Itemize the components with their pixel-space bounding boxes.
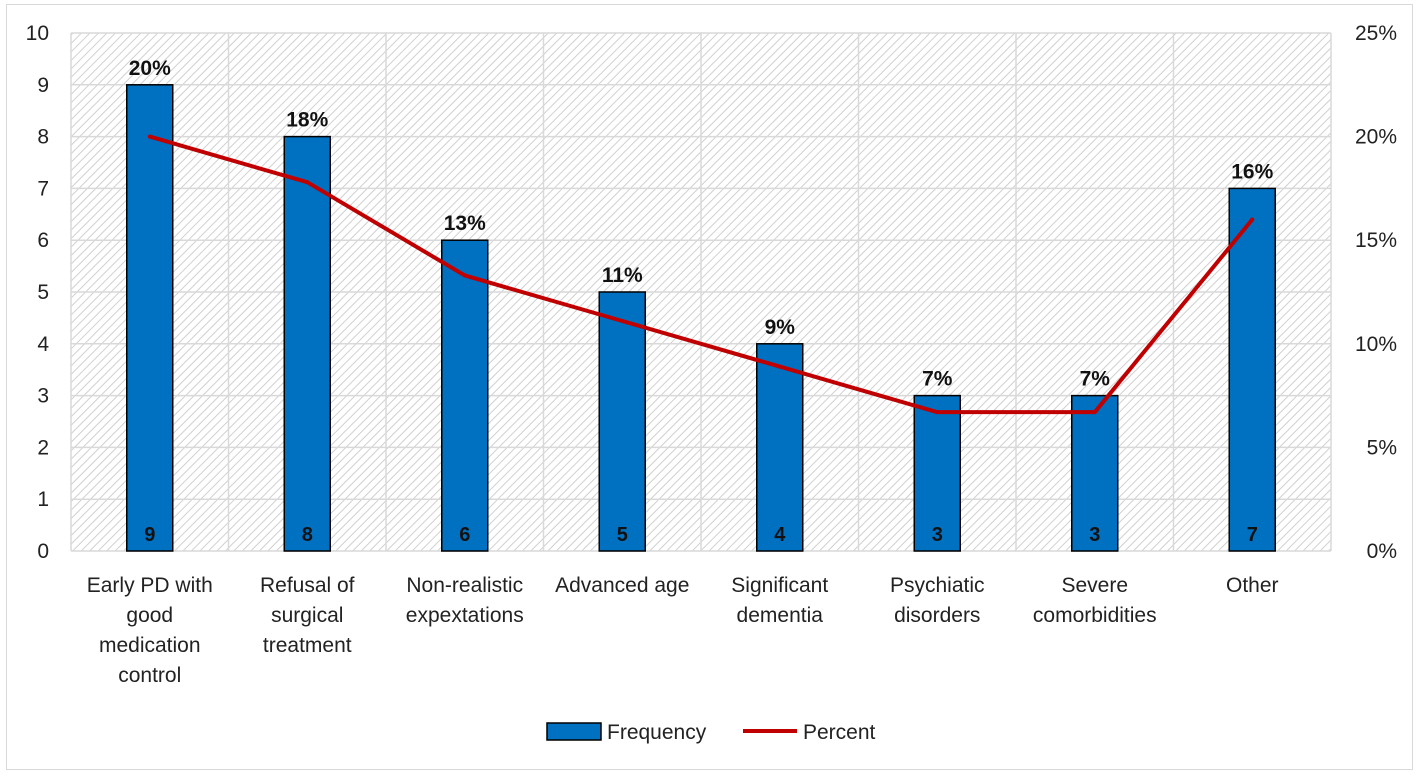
category-label: Significant dementia bbox=[731, 574, 828, 627]
left-tick-label: 0 bbox=[37, 540, 49, 563]
category-label: Early PD with good medication control bbox=[87, 574, 213, 687]
frequency-bar bbox=[913, 394, 961, 552]
left-tick-label: 4 bbox=[37, 333, 49, 356]
right-tick-label: 5% bbox=[1367, 436, 1397, 459]
frequency-bar bbox=[441, 239, 489, 552]
category-label: Severe comorbidities bbox=[1033, 574, 1157, 627]
frequency-bar bbox=[1071, 394, 1119, 552]
category-label-line: control bbox=[118, 664, 181, 687]
left-tick-label: 2 bbox=[37, 436, 49, 459]
left-tick-label: 7 bbox=[37, 177, 49, 200]
category-label-line: Refusal of bbox=[260, 574, 355, 597]
category-label: Refusal of surgical treatment bbox=[260, 574, 355, 657]
left-axis: 0 1 2 3 4 5 6 7 8 9 10 bbox=[26, 22, 50, 563]
percent-value-label: 18% bbox=[286, 109, 328, 132]
right-axis: 0% 5% 10% 15% 20% 25% bbox=[1355, 22, 1397, 563]
percent-point bbox=[462, 273, 467, 278]
frequency-value-label: 9 bbox=[144, 524, 155, 546]
category-label: Other bbox=[1226, 574, 1279, 597]
frequency-bar bbox=[126, 84, 174, 552]
frequency-bar bbox=[1228, 187, 1276, 552]
legend: Frequency Percent bbox=[546, 721, 876, 744]
frequency-bar bbox=[598, 291, 646, 552]
percent-value-label: 7% bbox=[922, 368, 953, 391]
category-label-line: Early PD with bbox=[87, 574, 213, 597]
percent-line-path bbox=[149, 134, 1254, 415]
category-label-line: Non-realistic bbox=[406, 574, 523, 597]
category-label-line: comorbidities bbox=[1033, 604, 1157, 627]
right-tick-label: 20% bbox=[1355, 126, 1397, 149]
category-label-line: Psychiatic bbox=[890, 574, 985, 597]
category-label-line: disorders bbox=[894, 604, 980, 627]
percent-value-label: 11% bbox=[602, 264, 643, 287]
percent-point bbox=[147, 134, 152, 139]
frequency-bar bbox=[283, 135, 331, 552]
percent-point bbox=[620, 319, 625, 324]
frequency-value-label: 4 bbox=[774, 524, 786, 546]
legend-frequency-label: Frequency bbox=[607, 721, 707, 744]
category-label-line: Advanced age bbox=[555, 574, 689, 597]
percent-value-label: 7% bbox=[1080, 368, 1111, 391]
legend-percent-label: Percent bbox=[803, 721, 876, 744]
category-label-line: Significant bbox=[731, 574, 828, 597]
chart-frame: 0 1 2 3 4 5 6 7 8 9 10 0% 5% 10% 15% 20% 25% 9 8 6 5 4 3 3 7 20… bbox=[6, 4, 1413, 770]
percent-point bbox=[305, 180, 310, 185]
category-label: Advanced age bbox=[555, 574, 689, 597]
frequency-value-label: 7 bbox=[1247, 524, 1258, 546]
percent-point bbox=[777, 364, 782, 369]
left-tick-label: 6 bbox=[37, 229, 49, 252]
legend-frequency-swatch bbox=[546, 722, 602, 741]
right-tick-label: 25% bbox=[1355, 22, 1397, 45]
frequency-value-label: 8 bbox=[302, 524, 313, 546]
percent-value-label: 9% bbox=[765, 316, 796, 339]
category-label-line: dementia bbox=[737, 604, 824, 627]
category-label-line: treatment bbox=[263, 634, 352, 657]
category-label: Psychiatic disorders bbox=[890, 574, 985, 627]
left-tick-label: 1 bbox=[37, 488, 49, 511]
left-tick-label: 8 bbox=[37, 126, 49, 149]
chart-svg: 0 1 2 3 4 5 6 7 8 9 10 0% 5% 10% 15% 20% 25% 9 8 6 5 4 3 3 7 20… bbox=[26, 22, 1397, 744]
data-labels: 9 8 6 5 4 3 3 7 20% 18% 13% 11% 9% 7% 7% 16% bbox=[129, 57, 1274, 546]
category-label-line: good bbox=[126, 604, 173, 627]
bars bbox=[126, 84, 1276, 552]
percent-value-label: 13% bbox=[444, 212, 486, 235]
gridlines bbox=[70, 32, 1332, 552]
percent-point bbox=[935, 410, 940, 415]
category-label-line: Severe bbox=[1061, 574, 1128, 597]
category-label: Non-realistic expextations bbox=[406, 574, 524, 627]
category-label-line: medication bbox=[99, 634, 201, 657]
left-tick-label: 3 bbox=[37, 385, 49, 408]
frequency-value-label: 5 bbox=[617, 524, 628, 546]
frequency-value-label: 3 bbox=[932, 524, 943, 546]
percent-point bbox=[1092, 410, 1097, 415]
category-labels: Early PD with good medication control Refusa… bbox=[87, 574, 1279, 687]
frequency-value-label: 3 bbox=[1089, 524, 1100, 546]
percent-value-label: 16% bbox=[1231, 160, 1273, 183]
category-label-line: surgical bbox=[271, 604, 343, 627]
left-tick-label: 9 bbox=[37, 74, 49, 97]
left-tick-label: 5 bbox=[37, 281, 49, 304]
frequency-value-label: 6 bbox=[459, 524, 470, 546]
left-tick-label: 10 bbox=[26, 22, 49, 45]
right-tick-label: 10% bbox=[1355, 333, 1397, 356]
right-tick-label: 0% bbox=[1367, 540, 1397, 563]
frequency-bar bbox=[756, 343, 804, 552]
right-tick-label: 15% bbox=[1355, 229, 1397, 252]
percent-value-label: 20% bbox=[129, 57, 171, 80]
category-label-line: expextations bbox=[406, 604, 524, 627]
percent-line bbox=[147, 134, 1255, 415]
percent-point bbox=[1250, 217, 1255, 222]
category-label-line: Other bbox=[1226, 574, 1279, 597]
